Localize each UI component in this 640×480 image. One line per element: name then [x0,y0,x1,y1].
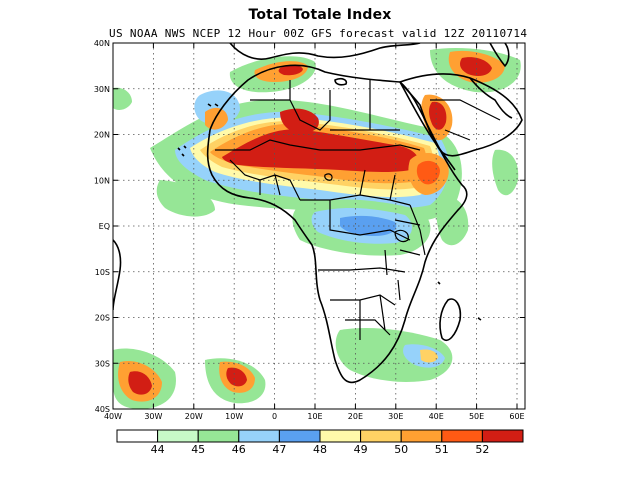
border-libya-egypt [330,80,400,131]
longitude-label: 30E [388,412,403,421]
colorbar-swatch [157,429,199,443]
south-america-edge [113,239,122,311]
colorbar-label: 47 [272,443,286,456]
mediterranean-isle [334,77,348,86]
comoros-islands [437,281,482,321]
longitude-labels: 40W 30W 20W 10W 0 10E 20E 30E 40E 50E 60E [104,412,525,421]
latitude-label: 30N [94,85,110,94]
border-maghreb [250,80,331,131]
latitude-labels: 40N 30N 20N 10N EQ 10S 20S 30S 40S [94,39,110,414]
arabia-coastline [399,73,523,157]
longitude-label: 50E [469,412,484,421]
colorbar-label: 44 [151,443,165,456]
index-contour-atlantic-green [156,180,215,217]
cape-verde-islands [177,145,187,157]
index-contour-sahel-core [280,108,319,134]
longitude-label: 30W [144,412,162,421]
europe-coastline [229,43,421,60]
longitude-label: 40W [104,412,122,421]
colorbar-swatch [360,429,402,443]
graticule [113,43,525,409]
colorbar-swatch [238,429,280,443]
latitude-label: 40N [94,39,110,48]
longitude-label: 10E [307,412,322,421]
colorbar-swatch [197,429,240,443]
axis-ticks [112,42,525,410]
latitude-label: EQ [99,222,110,231]
longitude-label: 20E [348,412,363,421]
longitude-label: 0 [272,412,277,421]
madagascar-coastline [439,298,462,342]
index-field [113,48,521,409]
index-contour-sw2-red [226,367,247,387]
latitude-label: 10N [94,176,110,185]
canary-islands [207,103,219,107]
index-contour-south-green [335,328,453,382]
colorbar-label: 50 [394,443,408,456]
latitude-label: 20S [95,314,110,323]
index-contour-north-red [278,65,303,76]
longitude-label: 10W [225,412,243,421]
index-contour-redsea-red [429,101,447,130]
index-contour-indian-green-2 [492,149,519,196]
border-west-africa [229,159,301,201]
lake-tanganyika [384,249,388,276]
latitude-label: 20N [94,131,110,140]
colorbar: 44 45 46 47 48 49 50 51 52 [116,429,524,456]
colorbar-swatch [278,429,321,443]
colorbar-swatch [400,429,443,443]
africa-coastline [206,64,468,384]
lake-malawi [397,279,401,301]
colorbar-label: 45 [191,443,205,456]
colorbar-swatch [441,429,483,443]
coastlines [113,43,523,384]
colorbar-label: 49 [354,443,368,456]
map-title: Total Totale Index [248,7,392,23]
longitude-label: 60E [509,412,524,421]
border-central-africa [300,169,411,241]
colorbar-label: 51 [435,443,449,456]
lake-chad [324,173,333,181]
border-east-africa [394,204,426,256]
index-contour-west-edge-green [113,87,132,110]
index-contour-ne-red [460,57,492,76]
index-contour-nw-orange [205,107,228,130]
colorbar-label: 46 [232,443,246,456]
index-contour-sw-red [128,371,152,395]
colorbar-swatch [481,429,524,443]
lake-victoria [394,229,409,243]
border-southern-africa [318,267,406,340]
latitude-label: 30S [95,359,110,368]
colorbar-label: 48 [313,443,327,456]
border-sahel [215,139,421,151]
country-borders [215,80,501,340]
index-contour-south-yellow [420,349,438,363]
border-arabia [430,99,501,141]
longitude-label: 20W [185,412,203,421]
colorbar-label: 52 [475,443,489,456]
red-sea-coast [399,81,456,171]
map-subtitle: US NOAA NWS NCEP 12 Hour 00Z GFS forecas… [109,27,528,40]
latitude-label: 10S [95,268,110,277]
latitude-label: 40S [95,405,110,414]
colorbar-swatch [116,429,159,443]
colorbar-swatch [319,429,362,443]
persian-gulf-coast [469,77,513,119]
index-contour-horn-red [416,160,440,185]
caspian-coastline [489,43,510,67]
longitude-label: 40E [429,412,444,421]
